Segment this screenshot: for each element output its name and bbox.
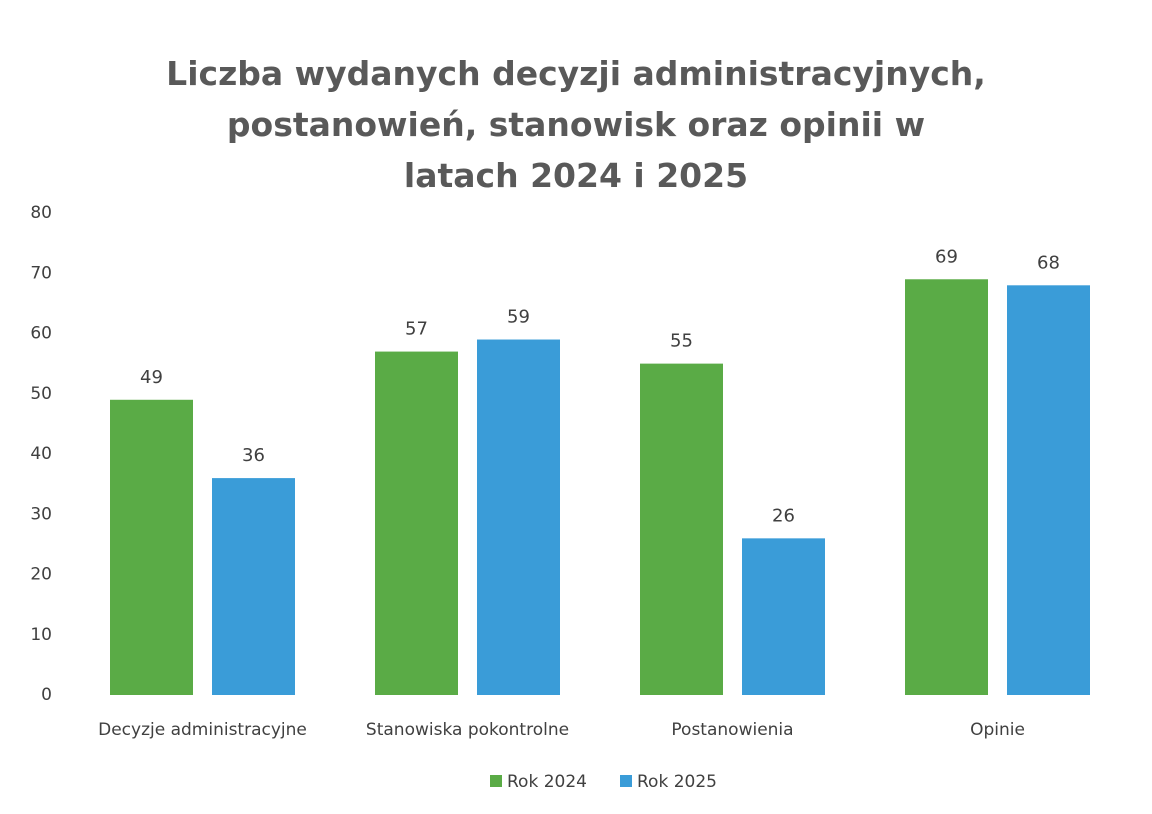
bar <box>1007 285 1090 695</box>
y-tick-label: 50 <box>30 384 52 404</box>
legend-swatch <box>620 775 632 787</box>
bar <box>375 351 458 695</box>
data-label: 57 <box>405 319 428 340</box>
y-tick-label: 80 <box>30 203 52 223</box>
y-tick-label: 0 <box>41 685 52 705</box>
data-label: 36 <box>242 445 265 466</box>
bar <box>640 363 723 695</box>
x-tick-label: Opinie <box>970 720 1025 740</box>
y-tick-label: 40 <box>30 444 52 464</box>
x-tick-label: Decyzje administracyjne <box>98 720 307 740</box>
bar <box>212 478 295 695</box>
legend-label: Rok 2024 <box>507 772 587 792</box>
data-label: 55 <box>670 331 693 352</box>
data-label: 26 <box>772 505 795 526</box>
legend-label: Rok 2025 <box>637 772 717 792</box>
bar <box>477 339 560 695</box>
chart-title: Liczba wydanych decyzji administracyjnyc… <box>166 54 986 195</box>
data-label: 59 <box>507 307 530 328</box>
bar <box>742 538 825 695</box>
legend-swatch <box>490 775 502 787</box>
y-tick-label: 10 <box>30 625 52 645</box>
bar <box>905 279 988 695</box>
data-label: 68 <box>1037 252 1060 273</box>
bar <box>110 399 193 695</box>
data-label: 69 <box>935 246 958 267</box>
y-tick-label: 60 <box>30 324 52 344</box>
y-tick-label: 70 <box>30 263 52 283</box>
x-tick-label: Stanowiska pokontrolne <box>366 720 569 740</box>
y-tick-label: 20 <box>30 565 52 585</box>
data-label: 49 <box>140 367 163 388</box>
y-tick-label: 30 <box>30 504 52 524</box>
x-tick-label: Postanowienia <box>671 720 793 740</box>
